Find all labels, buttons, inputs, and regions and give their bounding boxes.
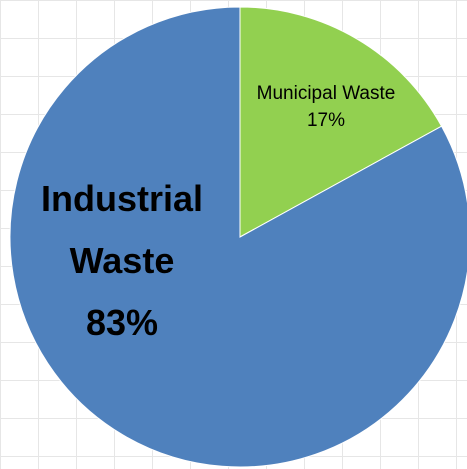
slice-label-industrial-waste: Industrial Waste 83% <box>14 168 230 354</box>
pie-slice-industrial-waste <box>9 6 467 468</box>
slice-name-industrial-line-1: Industrial <box>40 178 204 219</box>
slice-name-industrial-line-2: Waste <box>69 240 175 281</box>
slice-label-municipal-waste: Municipal Waste 17% <box>228 80 424 134</box>
slice-percent-industrial-waste: 83% <box>85 302 159 343</box>
pie-slice-municipal-waste <box>239 6 443 238</box>
slice-percent-municipal-waste: 17% <box>306 110 346 131</box>
slice-name-municipal-waste: Municipal Waste <box>256 83 396 104</box>
